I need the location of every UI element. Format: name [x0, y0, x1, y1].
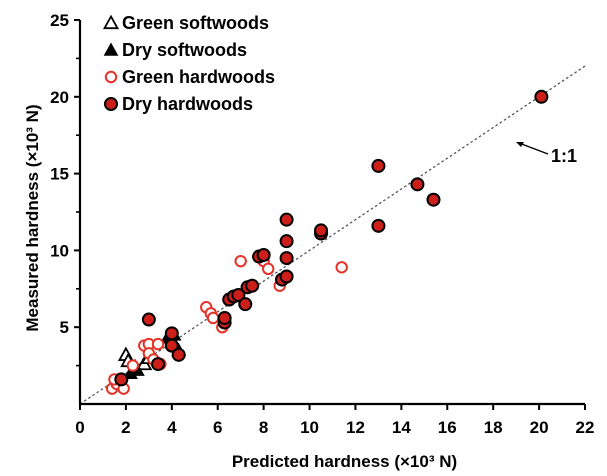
x-tick-label: 8	[259, 418, 268, 437]
data-point	[151, 337, 165, 351]
data-point	[335, 261, 348, 274]
reference-line-label: 1:1	[551, 146, 577, 166]
data-point	[279, 212, 294, 227]
data-point	[206, 311, 220, 325]
data-point	[410, 177, 425, 192]
legend-entry-label: Dry softwoods	[122, 40, 247, 60]
legend-marker	[103, 42, 119, 56]
data-point	[141, 312, 156, 327]
x-tick-label: 16	[438, 418, 457, 437]
axis-ticks: 0 2 4 6 8 10 12 14 16 18 20 22 5 10 15 20 25	[50, 11, 594, 437]
data-point	[314, 223, 329, 238]
annotation-arrow	[518, 142, 549, 155]
data-point	[256, 248, 271, 263]
legend-entry-label: Dry hardwoods	[122, 94, 253, 114]
data-point	[279, 234, 294, 249]
data-point	[126, 359, 139, 372]
data-point	[217, 310, 232, 325]
x-tick-label: 18	[484, 418, 503, 437]
legend: Green softwoods Dry softwoods Green hardwo…	[102, 13, 275, 114]
series-filled-circle	[114, 89, 549, 387]
data-point	[164, 338, 179, 353]
x-tick-label: 0	[75, 418, 84, 437]
data-point	[151, 357, 166, 372]
x-tick-label: 6	[213, 418, 222, 437]
y-tick-label: 25	[50, 11, 69, 30]
data-point	[171, 347, 186, 362]
x-axis-label: Predicted hardness (×10³ N)	[232, 452, 457, 471]
y-tick-label: 5	[60, 318, 69, 337]
plot-area	[79, 65, 586, 405]
x-tick-label: 14	[392, 418, 411, 437]
data-point	[279, 269, 294, 284]
y-axis-label: Measured hardness (×10³ N)	[23, 104, 42, 331]
data-point	[371, 218, 386, 233]
x-tick-label: 2	[121, 418, 130, 437]
data-point	[238, 297, 253, 312]
data-point	[534, 89, 549, 104]
legend-marker	[104, 97, 118, 111]
data-point	[245, 278, 260, 293]
y-tick-label: 20	[50, 88, 69, 107]
data-point	[262, 262, 275, 276]
legend-entry-label: Green hardwoods	[122, 67, 275, 87]
data-point	[234, 254, 247, 268]
x-tick-label: 20	[530, 418, 549, 437]
data-point	[279, 251, 294, 266]
annotation-arrowhead	[516, 142, 524, 147]
data-point	[114, 372, 129, 387]
y-tick-label: 15	[50, 165, 69, 184]
data-point	[426, 192, 441, 207]
data-point	[371, 158, 386, 173]
data-point	[231, 287, 246, 302]
reference-line-annotation: 1:1	[516, 142, 577, 166]
legend-entry-label: Green softwoods	[122, 13, 269, 33]
data-point	[164, 326, 179, 341]
legend-marker	[104, 70, 118, 84]
legend-marker	[102, 14, 120, 30]
y-tick-label: 10	[50, 241, 69, 260]
x-tick-label: 10	[300, 418, 319, 437]
x-tick-label: 4	[167, 418, 177, 437]
one-to-one-line	[79, 65, 586, 405]
x-tick-label: 22	[576, 418, 595, 437]
x-tick-label: 12	[346, 418, 365, 437]
